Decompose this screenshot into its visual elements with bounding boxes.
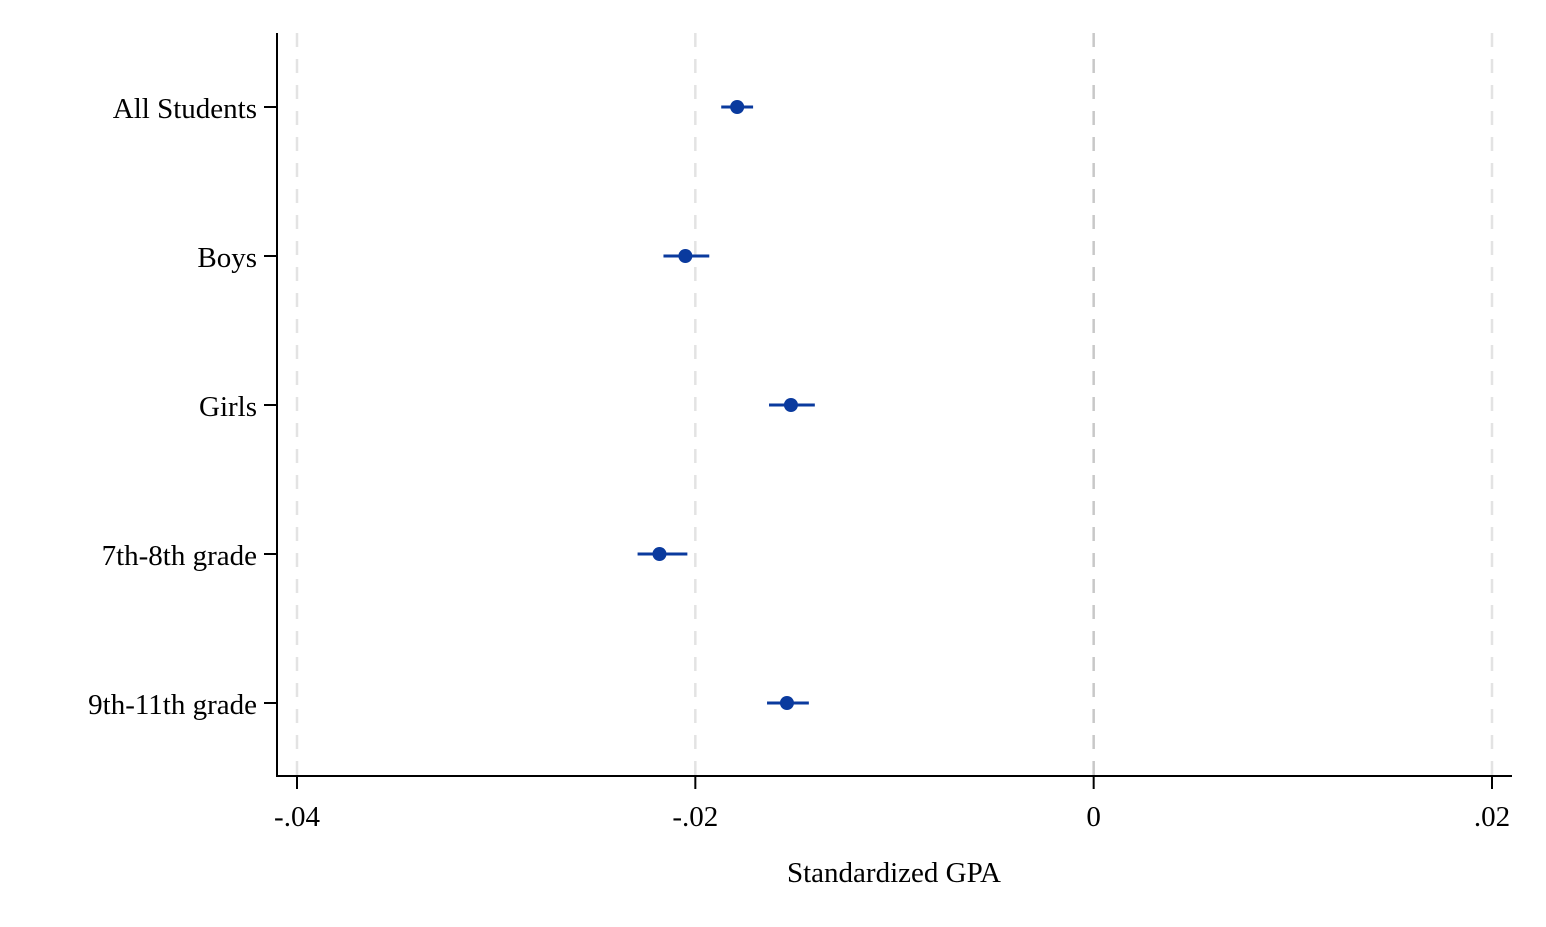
point-estimate xyxy=(652,547,667,561)
point-estimate xyxy=(779,696,794,710)
estimate-row xyxy=(663,249,710,263)
point-estimate xyxy=(678,249,693,263)
estimate-row xyxy=(767,696,809,710)
grid-lines xyxy=(295,33,1494,776)
y-axis-ticks: All Students Boys Girls 7th-8th grade 9th-11… xyxy=(88,93,277,721)
x-tick-label: -.04 xyxy=(274,801,320,833)
estimates xyxy=(637,100,815,710)
x-tick-label: -.02 xyxy=(672,801,718,833)
point-estimate xyxy=(783,398,798,412)
y-tick-label: 9th-11th grade xyxy=(88,689,257,721)
y-tick-label: All Students xyxy=(113,93,257,125)
point-estimate xyxy=(730,100,745,114)
estimate-row xyxy=(637,547,688,561)
x-axis-title: Standardized GPA xyxy=(787,857,1001,889)
x-axis-ticks: -.04 -.02 0 .02 xyxy=(274,776,1510,833)
axes xyxy=(276,33,1512,777)
estimate-row xyxy=(721,100,754,114)
x-tick-label: .02 xyxy=(1474,801,1510,833)
y-tick-label: 7th-8th grade xyxy=(102,540,257,572)
y-tick-label: Boys xyxy=(197,242,257,274)
y-tick-label: Girls xyxy=(199,391,257,423)
estimate-row xyxy=(769,398,815,412)
x-tick-label: 0 xyxy=(1086,801,1101,833)
